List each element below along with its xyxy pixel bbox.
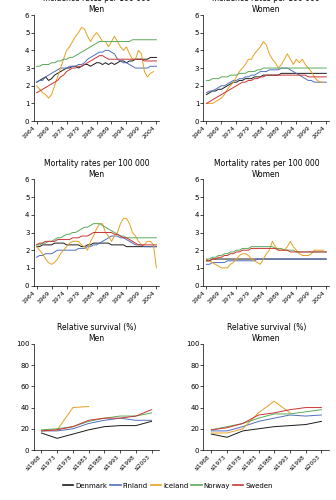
Title: Relative survival (%)
Women: Relative survival (%) Women [227,323,306,343]
Title: Incidence rates per 100 000
Women: Incidence rates per 100 000 Women [212,0,320,14]
Title: Mortality rates per 100 000
Women: Mortality rates per 100 000 Women [214,158,319,178]
Title: Incidence rates per 100 000
Men: Incidence rates per 100 000 Men [43,0,151,14]
Title: Relative survival (%)
Men: Relative survival (%) Men [57,323,136,343]
Legend: Denmark, Finland, Iceland, Norway, Sweden: Denmark, Finland, Iceland, Norway, Swede… [60,480,276,492]
Title: Mortality rates per 100 000
Men: Mortality rates per 100 000 Men [44,158,149,178]
